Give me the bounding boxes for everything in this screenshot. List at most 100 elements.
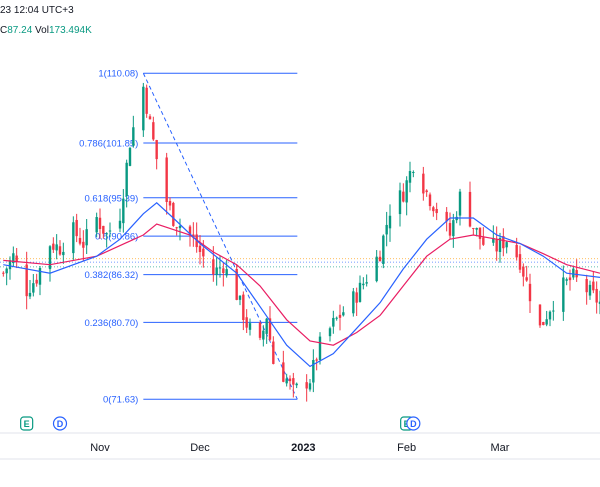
fib-level-label-0.618: 0.618(95.39): [84, 193, 138, 204]
candle-body: [592, 281, 595, 291]
candle-body: [505, 242, 508, 248]
candle: [468, 181, 472, 228]
candle-body: [422, 173, 425, 194]
candle-body: [125, 162, 128, 197]
candle: [318, 332, 322, 365]
candle-body: [312, 359, 315, 383]
candle: [565, 277, 568, 286]
candle: [15, 247, 18, 269]
candle: [402, 183, 405, 203]
candle: [398, 182, 402, 227]
candle: [445, 207, 448, 232]
candle: [355, 287, 358, 316]
candle: [378, 250, 382, 262]
fib-level-label-0.236: 0.236(80.70): [84, 318, 138, 329]
candle: [28, 279, 32, 300]
fibonacci-retracement[interactable]: 1(110.08) 0.786(101.85) 0.618(95.39) 0.5(90…: [79, 69, 298, 406]
candle: [405, 176, 408, 216]
candle-body: [48, 246, 52, 270]
candle-body: [375, 256, 378, 282]
candle-body: [522, 266, 525, 277]
candle-body: [148, 116, 152, 120]
candle: [32, 274, 35, 297]
x-tick-label: Mar: [491, 442, 510, 454]
candle: [75, 213, 78, 243]
candle-body: [528, 283, 532, 302]
candle: [295, 382, 298, 389]
candle-body: [398, 190, 402, 215]
candle-body: [238, 295, 242, 300]
candle-body: [575, 270, 578, 278]
candle-body: [145, 87, 148, 114]
candle: [132, 115, 135, 148]
candle-body: [262, 330, 265, 340]
candle: [588, 280, 592, 300]
candle: [388, 204, 392, 242]
candle: [528, 273, 532, 313]
candle-body: [342, 312, 345, 316]
header-datetime: 23 12:04 UTC+3: [0, 5, 74, 16]
candle-body: [292, 378, 295, 385]
candle: [335, 316, 338, 321]
candle-body: [58, 246, 62, 255]
candle-body: [258, 322, 262, 338]
event-badges[interactable]: EEDD: [20, 416, 421, 431]
candle-body: [25, 264, 28, 297]
candle-body: [5, 268, 8, 274]
fib-level-label-0: 0(71.63): [103, 395, 138, 406]
moving-average-slow-line: [3, 223, 600, 346]
badge-letter: D: [410, 419, 417, 429]
time-axis: Nov Dec 2023 Feb Mar: [90, 442, 510, 454]
candle: [358, 275, 362, 303]
candle-body: [475, 227, 478, 230]
candle: [365, 274, 368, 287]
candle-body: [215, 267, 218, 276]
earnings-badge-0[interactable]: E: [20, 416, 34, 431]
candle: [105, 232, 108, 248]
candle-body: [468, 191, 472, 227]
candle-body: [212, 259, 215, 275]
candle: [12, 246, 15, 267]
candle: [102, 225, 105, 239]
candle: [62, 242, 65, 264]
candle: [98, 208, 102, 240]
candle-body: [152, 122, 155, 140]
candle-body: [588, 284, 592, 296]
candle-body: [355, 292, 358, 303]
candle-body: [318, 336, 322, 360]
x-tick-label: 2023: [291, 442, 315, 454]
candle: [542, 321, 545, 326]
candle-body: [552, 310, 555, 312]
candle: [48, 245, 52, 282]
candle-body: [128, 147, 132, 166]
candle: [408, 161, 412, 193]
candle: [268, 306, 272, 342]
candle-body: [268, 318, 272, 340]
candle: [572, 265, 575, 280]
dividend-badge-3[interactable]: D: [406, 416, 421, 431]
candle-body: [495, 238, 498, 252]
candle: [272, 336, 275, 365]
candle: [472, 227, 475, 235]
candle: [458, 188, 462, 226]
candle-body: [332, 317, 335, 327]
candle: [598, 290, 600, 315]
dividend-badge-2[interactable]: D: [52, 416, 68, 431]
candle-body: [168, 201, 172, 206]
x-tick-label: Nov: [90, 442, 110, 454]
candle: [238, 295, 242, 306]
candle: [382, 234, 385, 269]
candle-body: [282, 362, 285, 382]
dividend-icon: [406, 416, 421, 431]
candle-body: [122, 198, 125, 224]
candle: [328, 326, 332, 342]
candle: [235, 264, 238, 301]
candle-body: [288, 378, 292, 382]
candle: [568, 269, 572, 291]
candle: [225, 259, 228, 278]
candle-body: [335, 317, 338, 319]
candle: [385, 211, 388, 247]
candle: [475, 227, 478, 237]
candle-body: [412, 172, 415, 174]
